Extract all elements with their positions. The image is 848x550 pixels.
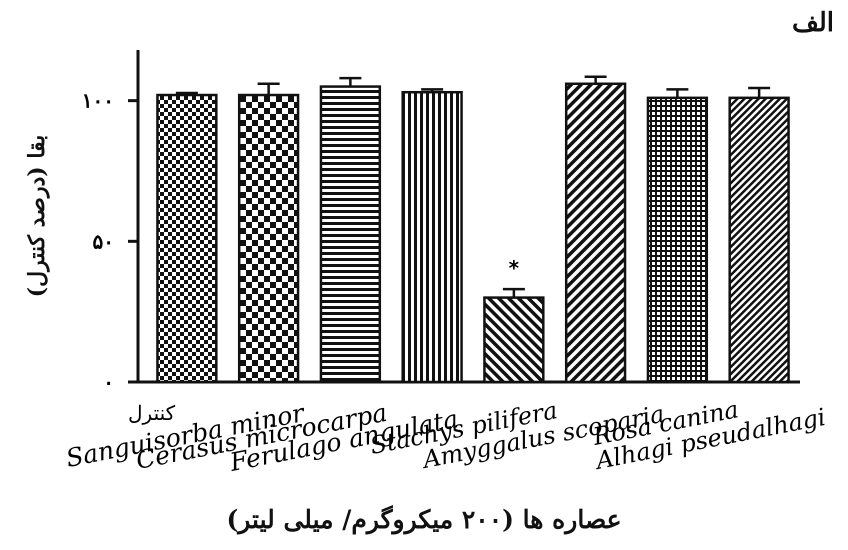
bars-group: * [156,75,790,384]
y-tick-label: ۵۰ [93,229,114,253]
bar [483,296,545,384]
bar [728,96,790,384]
y-tick-label: ۰ [103,370,114,394]
category-label: کنترل [128,401,176,425]
x-axis-title: عصاره ها (۲۰۰ میکروگرم/ میلی لیتر) [226,505,622,534]
bar [319,85,382,384]
bar [646,96,709,384]
significance-marker: * [509,256,520,280]
y-axis-title: بقا (درصد کنترل) [24,134,50,298]
bar [237,93,300,384]
y-tick-label: ۱۰۰ [82,89,114,113]
panel-label: الف [791,8,834,38]
bar [564,82,627,384]
bar [156,93,218,384]
bar [401,90,463,384]
